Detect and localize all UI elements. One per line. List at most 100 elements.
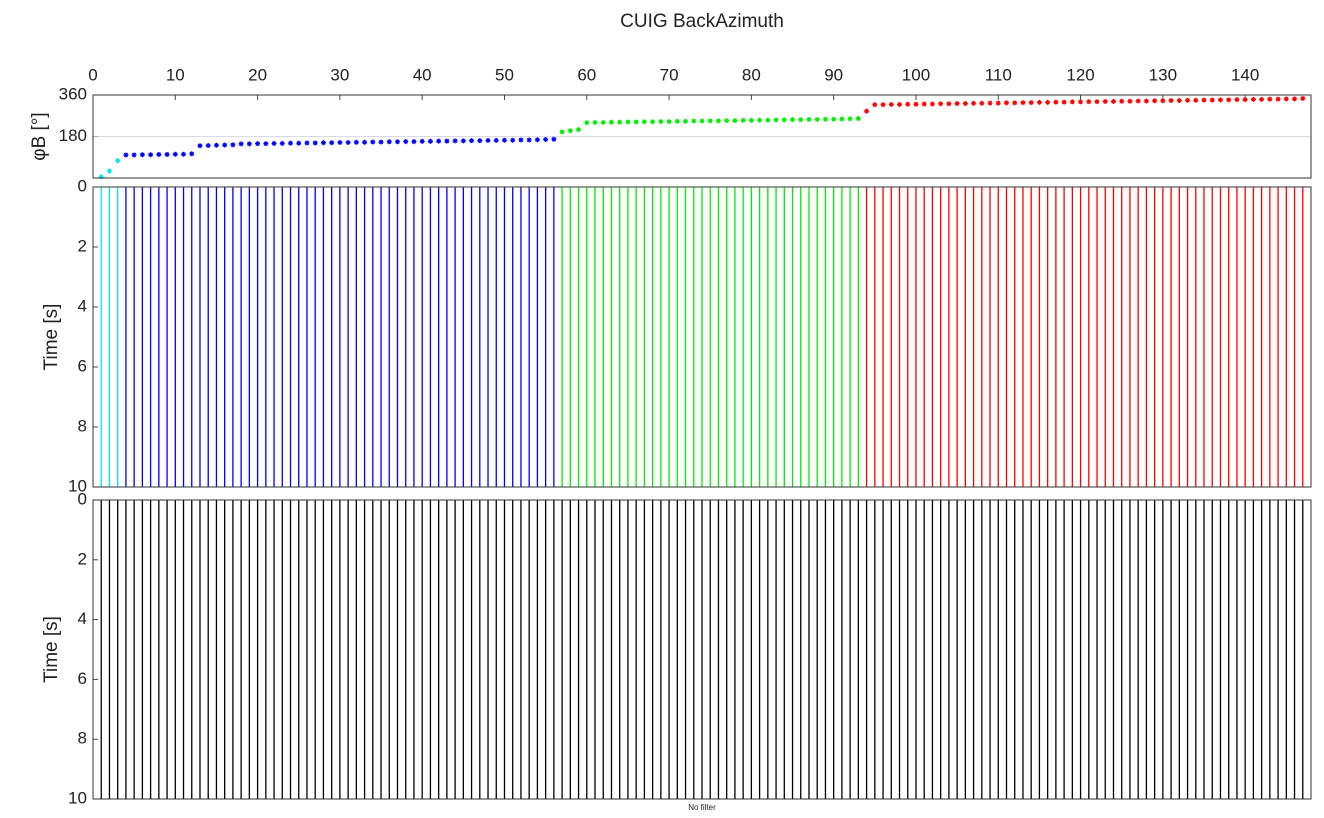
- point: [1004, 100, 1009, 106]
- point: [510, 137, 516, 143]
- point: [1226, 97, 1232, 103]
- point: [131, 152, 137, 158]
- x-tick-label: 30: [330, 65, 349, 84]
- y-axis-label: φB [°]: [29, 112, 50, 160]
- point: [526, 137, 532, 143]
- point: [230, 142, 236, 148]
- point: [1300, 95, 1306, 101]
- point: [246, 141, 252, 147]
- y-tick-label: 10: [68, 788, 87, 807]
- point: [477, 138, 483, 144]
- point: [1275, 96, 1281, 102]
- point: [460, 138, 466, 144]
- point: [403, 139, 409, 145]
- point: [1086, 99, 1092, 105]
- point: [1242, 97, 1248, 103]
- point: [1119, 98, 1125, 104]
- point: [353, 139, 359, 145]
- point: [699, 118, 705, 124]
- x-tick-label: 90: [824, 65, 843, 84]
- point: [839, 116, 845, 122]
- point: [732, 118, 738, 124]
- point: [855, 116, 861, 122]
- point: [329, 140, 335, 146]
- point: [288, 140, 294, 146]
- point: [806, 116, 812, 122]
- y-axis-label: Time [s]: [41, 616, 62, 683]
- point: [872, 102, 878, 108]
- point: [798, 117, 804, 123]
- point: [534, 137, 540, 143]
- point: [1176, 98, 1182, 104]
- point: [1053, 99, 1059, 105]
- point: [1102, 98, 1108, 104]
- point: [304, 140, 310, 146]
- point: [139, 152, 145, 158]
- point: [740, 117, 746, 123]
- point: [1193, 97, 1199, 103]
- point: [1234, 97, 1240, 103]
- point: [559, 129, 565, 135]
- point: [395, 139, 400, 145]
- x-tick-label: 140: [1231, 65, 1259, 84]
- point: [897, 101, 903, 107]
- x-tick-label: 60: [577, 65, 596, 84]
- point: [411, 139, 417, 145]
- y-tick-label: 10: [68, 476, 87, 495]
- y-tick-label: 4: [78, 609, 87, 628]
- x-tick-label: 70: [660, 65, 679, 84]
- x-tick-label: 80: [742, 65, 761, 84]
- point: [1012, 100, 1018, 106]
- point: [518, 137, 524, 143]
- x-tick-label: 110: [985, 65, 1012, 84]
- point: [444, 138, 450, 144]
- note: No filter: [688, 803, 716, 812]
- point: [255, 141, 261, 147]
- point: [1160, 98, 1166, 104]
- point: [617, 119, 623, 125]
- point: [263, 141, 269, 147]
- point: [1045, 99, 1051, 105]
- point: [864, 108, 870, 114]
- point: [378, 139, 384, 145]
- point: [213, 142, 219, 148]
- point: [1061, 99, 1067, 105]
- y-tick-label: 6: [78, 356, 87, 375]
- point: [724, 118, 730, 124]
- point: [551, 136, 557, 142]
- point: [831, 116, 837, 122]
- y-tick-label: 4: [78, 296, 87, 315]
- point: [707, 118, 713, 124]
- point: [921, 101, 927, 107]
- point: [995, 100, 1001, 106]
- point: [296, 140, 302, 146]
- y-tick-label: 180: [59, 126, 87, 145]
- point: [781, 117, 787, 123]
- point: [847, 116, 853, 122]
- point: [962, 101, 968, 107]
- point: [1152, 98, 1158, 104]
- point: [913, 101, 919, 107]
- point: [337, 139, 343, 145]
- point: [946, 101, 952, 107]
- point: [386, 139, 392, 145]
- point: [469, 138, 475, 144]
- x-tick-label: 10: [166, 65, 185, 84]
- x-tick-label: 40: [413, 65, 432, 84]
- point: [674, 118, 680, 124]
- point: [1168, 98, 1174, 104]
- point: [608, 119, 614, 125]
- point: [748, 117, 754, 123]
- chart-title: CUIG BackAzimuth: [620, 11, 784, 32]
- point: [666, 119, 672, 125]
- point: [1036, 99, 1042, 105]
- point: [164, 151, 170, 157]
- point: [148, 152, 154, 158]
- point: [938, 101, 944, 107]
- point: [1094, 99, 1100, 105]
- y-tick-label: 0: [78, 176, 87, 195]
- point: [592, 119, 598, 125]
- point: [641, 119, 647, 125]
- point: [106, 168, 112, 174]
- point: [222, 142, 228, 148]
